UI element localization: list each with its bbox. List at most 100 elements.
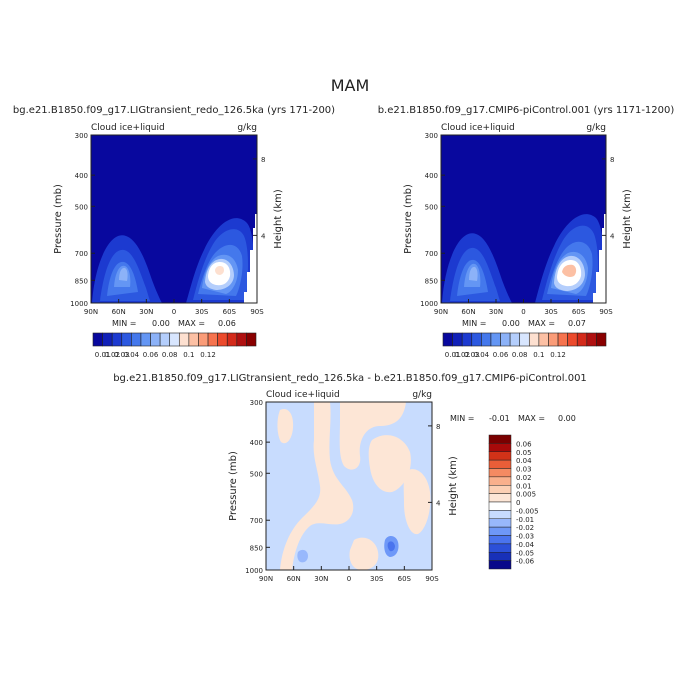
panel-1-x-tick-label: 90S bbox=[250, 308, 264, 316]
panel-3-colorbar-label: -0.06 bbox=[516, 558, 535, 566]
panel-2-colorbar-box bbox=[442, 332, 453, 347]
panel-3-colorbar-box bbox=[488, 560, 512, 570]
page-title: MAM bbox=[331, 76, 370, 95]
panel-2-colorbar-box bbox=[538, 332, 549, 347]
panel-1-x-tick-label: 30S bbox=[195, 308, 209, 316]
panel-2-min-label: MIN = bbox=[462, 319, 487, 328]
panel-2-y-axis-label: Pressure (mb) bbox=[403, 184, 414, 254]
panel-3-positive-region-1 bbox=[280, 402, 354, 570]
panel-2-x-tick-label: 60S bbox=[572, 308, 586, 316]
panel-3-colorbar-box bbox=[488, 552, 512, 561]
panel-3-positive-region-3 bbox=[368, 435, 411, 493]
panel-3-min-value: -0.01 bbox=[489, 414, 510, 423]
panel-1-x-tick-label: 60S bbox=[223, 308, 237, 316]
panel-1-height-tick-label: 8 bbox=[261, 156, 265, 164]
panel-2-height-tick-label: 8 bbox=[610, 156, 614, 164]
panel-1-title: bg.e21.B1850.f09_g17.LIGtransient_redo_1… bbox=[13, 105, 335, 116]
panel-1-colorbar-box bbox=[217, 332, 228, 347]
panel-2-colorbar-label: 0.01 bbox=[445, 351, 461, 359]
panel-1-colorbar-label: 0.06 bbox=[143, 351, 159, 359]
panel-3-colorbar-box bbox=[488, 451, 512, 461]
panel-3-colorbar-box bbox=[488, 526, 512, 536]
panel-2-min-value: 0.00 bbox=[502, 319, 520, 328]
panel-1-colorbar-box bbox=[92, 332, 103, 347]
panel-2-colorbar-box bbox=[509, 332, 521, 347]
panel-2-x-tick-label: 90N bbox=[434, 308, 448, 316]
panel-2-axes: 90N 60N 30N 0 30S 60S 90S 300 400 500 700 850 1000 8 4… bbox=[403, 132, 633, 316]
panel-1-colorbar-label: 0.03 bbox=[114, 351, 130, 359]
panel-3-y-tick-label: 700 bbox=[250, 517, 263, 525]
panel-2-colorbar-label: 0.12 bbox=[550, 351, 566, 359]
panel-3-colorbar-box bbox=[488, 434, 512, 444]
panel-3-y-tick-label: 850 bbox=[250, 544, 263, 552]
panel-2-colorbar-box bbox=[567, 332, 578, 347]
panel-1-colorbar-label: 0.1 bbox=[183, 351, 194, 359]
panel-2-colorbar-label: 0.08 bbox=[512, 351, 528, 359]
panel-2-x-tick-label: 90S bbox=[599, 308, 613, 316]
panel-1-colorbar-box bbox=[102, 332, 113, 347]
panel-1-y-tick-label: 850 bbox=[75, 277, 88, 285]
panel-3-y-tick-label: 1000 bbox=[245, 567, 263, 575]
panel-2-topography-mask bbox=[593, 214, 606, 303]
panel-1-min-label: MIN = bbox=[112, 319, 137, 328]
panel-1-colorbar-box bbox=[246, 332, 257, 347]
panel-2-right-axis-label: Height (km) bbox=[622, 189, 633, 249]
panel-3-colorbar-box bbox=[488, 476, 512, 486]
panel-1-topography-mask bbox=[244, 214, 257, 303]
panel-1-y-axis-label: Pressure (mb) bbox=[53, 184, 64, 254]
panel-3-field bbox=[266, 402, 432, 570]
panel-1-units: g/kg bbox=[237, 123, 257, 133]
panel-3-x-tick-label: 30N bbox=[314, 575, 328, 583]
panel-2: b.e21.B1850.f09_g17.CMIP6-piControl.001 … bbox=[378, 105, 675, 359]
panel-1-y-tick-label: 1000 bbox=[70, 300, 88, 308]
panel-2-colorbar-box bbox=[461, 332, 473, 347]
panel-1-max-value: 0.06 bbox=[218, 319, 236, 328]
panel-3-colorbar-label: -0.02 bbox=[516, 524, 534, 532]
panel-3-colorbar-box bbox=[488, 443, 512, 452]
panel-3-colorbar-label: 0.02 bbox=[516, 474, 532, 482]
panel-1-x-tick-label: 30N bbox=[139, 308, 153, 316]
panel-2-colorbar-label: 0.02 bbox=[454, 351, 470, 359]
panel-1-colorbar-box bbox=[131, 332, 142, 347]
panel-1-y-tick-label: 500 bbox=[75, 203, 88, 211]
panel-3-negative-core-inner bbox=[387, 541, 395, 552]
panel-3-colorbar-label: -0.005 bbox=[516, 507, 539, 515]
panel-2-colorbar-label: 0.03 bbox=[464, 351, 480, 359]
panel-3-colorbar-label: -0.01 bbox=[516, 516, 534, 524]
panel-2-sh-contour-7 bbox=[562, 264, 577, 277]
panel-1-colorbar-box bbox=[178, 332, 190, 347]
panel-2-colorbar-label: 0.06 bbox=[493, 351, 509, 359]
panel-3-positive-region-5 bbox=[277, 408, 294, 444]
panel-2-y-tick-label: 300 bbox=[425, 132, 438, 140]
panel-2-x-tick-label: 0 bbox=[521, 308, 525, 316]
panel-3-colorbar-box bbox=[488, 501, 512, 511]
panel-3-title: bg.e21.B1850.f09_g17.LIGtransient_redo_1… bbox=[113, 373, 587, 384]
panel-2-y-tick-label: 500 bbox=[425, 203, 438, 211]
panel-1-x-tick-label: 90N bbox=[84, 308, 98, 316]
panel-1-colorbar-box bbox=[207, 332, 218, 347]
panel-1-right-axis-label: Height (km) bbox=[273, 189, 284, 249]
panel-1-colorbar-label: 0.01 bbox=[95, 351, 111, 359]
panel-2-x-tick-label: 30N bbox=[489, 308, 503, 316]
panel-2-x-tick-label: 60N bbox=[461, 308, 475, 316]
panel-3-y-tick-label: 300 bbox=[250, 399, 263, 407]
panel-2-max-label: MAX = bbox=[528, 319, 555, 328]
panel-1-colorbar-label: 0.02 bbox=[104, 351, 120, 359]
panel-3-colorbar-label: 0.04 bbox=[516, 457, 532, 465]
panel-3-positive-region-2 bbox=[339, 402, 406, 470]
panel-2-height-tick-label: 4 bbox=[610, 232, 615, 240]
panel-2-variable: Cloud ice+liquid bbox=[441, 123, 515, 133]
panel-2-colorbar: 0.010.020.030.04 0.06 0.08 0.1 0.12 bbox=[442, 332, 607, 359]
panel-1-colorbar-box bbox=[226, 332, 238, 347]
panel-3-x-tick-label: 60S bbox=[398, 575, 412, 583]
panel-2-colorbar-label: 0.04 bbox=[474, 351, 490, 359]
panel-1-sh-contour-7 bbox=[215, 266, 224, 275]
panel-3-y-axis-label: Pressure (mb) bbox=[228, 451, 239, 521]
panel-2-colorbar-box bbox=[481, 332, 492, 347]
panel-1-nh-contour-5 bbox=[119, 267, 128, 281]
panel-2-colorbar-label: 0.1 bbox=[533, 351, 544, 359]
panel-1-colorbar-label: 0.08 bbox=[162, 351, 178, 359]
panel-3-y-tick-label: 500 bbox=[250, 470, 263, 478]
panel-1-field bbox=[91, 135, 257, 303]
